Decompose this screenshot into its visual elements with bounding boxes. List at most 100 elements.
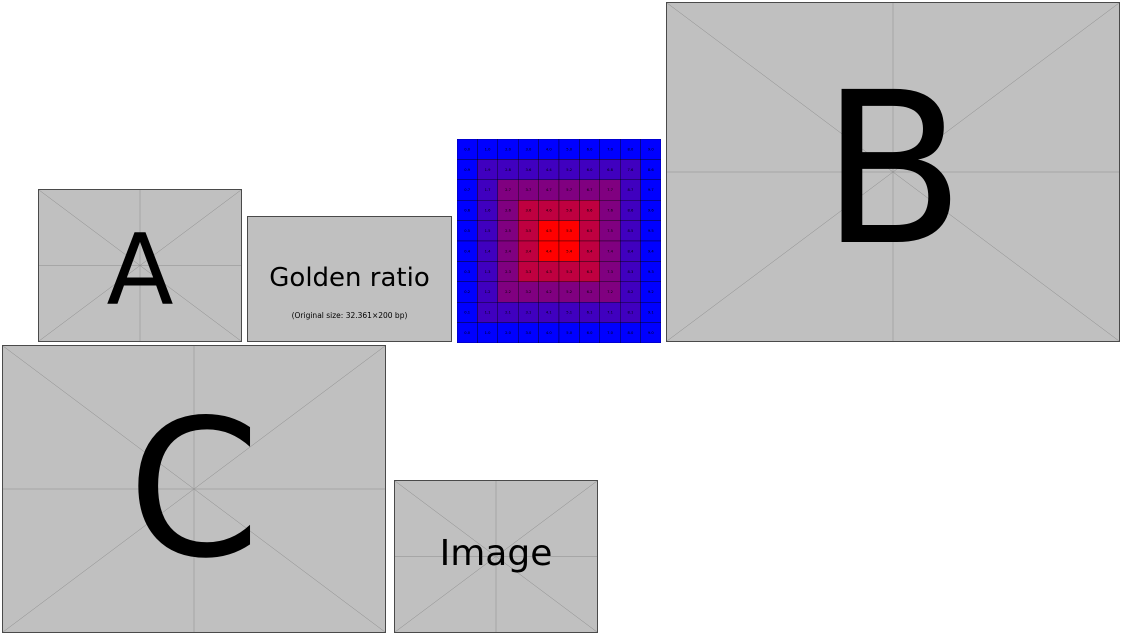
- placeholder-image-c: C: [2, 345, 386, 633]
- heatmap-cell-value: 5.2: [566, 290, 572, 294]
- heatmap-cell-value: 6.0: [587, 168, 593, 172]
- heatmap-cell-value: 4.7: [546, 188, 552, 192]
- placeholder-label: C: [127, 379, 261, 600]
- heatmap-cell-value: 9.7: [648, 188, 654, 192]
- heatmap-cell-value: 0.7: [464, 188, 470, 192]
- heatmap-cell-value: 4.5: [546, 229, 552, 233]
- heatmap-cell-value: 3.6: [525, 209, 531, 213]
- heatmap-cell-value: 9.6: [648, 209, 654, 213]
- placeholder-label: Image: [439, 533, 553, 574]
- heatmap-cell-value: 2.3: [505, 270, 511, 274]
- heatmap-cell-value: 8.6: [648, 168, 654, 172]
- placeholder-cross-lines: [3, 346, 385, 632]
- heatmap-cell-value: 6.6: [587, 209, 593, 213]
- heatmap-cell-value: 6.2: [587, 290, 593, 294]
- placeholder-label: Golden ratio: [269, 263, 430, 293]
- heatmap-cell-value: 5.6: [566, 209, 572, 213]
- heatmap-cell-value: 1.0: [485, 331, 491, 335]
- heatmap-cell-value: 3.7: [525, 188, 531, 192]
- heatmap-cell-value: 3.1: [525, 311, 531, 315]
- heatmap-cell-value: 5.3: [566, 270, 572, 274]
- heatmap-cell-value: 7.0: [607, 331, 613, 335]
- heatmap-cell-value: 5.0: [566, 331, 572, 335]
- heatmap-cell-value: 1.1: [485, 311, 491, 315]
- heatmap-cell-value: 1.7: [485, 188, 491, 192]
- placeholder-label: B: [820, 47, 966, 292]
- heatmap-cell-value: 8.6: [627, 209, 633, 213]
- heatmap-cell-value: 2.8: [505, 168, 511, 172]
- placeholder-cross-lines: [39, 190, 241, 341]
- heatmap-cell-value: 0.6: [464, 209, 470, 213]
- heatmap-cell-value: 8.4: [627, 249, 633, 253]
- heatmap-cell-value: 2.1: [505, 311, 511, 315]
- heatmap-cell-value: 4.0: [546, 147, 552, 151]
- heatmap-cell-value: 2.5: [505, 229, 511, 233]
- heatmap-cell-value: 7.5: [607, 229, 613, 233]
- heatmap-cell-value: 8.5: [627, 229, 633, 233]
- heatmap-cell-value: 6.0: [587, 147, 593, 151]
- heatmap-cell-value: 9.3: [648, 270, 654, 274]
- heatmap-cell-value: 4.4: [546, 249, 552, 253]
- heatmap-cell-value: 3.5: [525, 229, 531, 233]
- heatmap-cell-value: 8.3: [627, 270, 633, 274]
- heatmap-cell-value: 0.1: [464, 311, 470, 315]
- heatmap-cell-value: 1.0: [485, 147, 491, 151]
- heatmap-cell-value: 3.6: [525, 168, 531, 172]
- heatmap-cell-value: 3.4: [525, 249, 531, 253]
- heatmap-cell-value: 6.5: [587, 229, 593, 233]
- heatmap-cell-value: 0.2: [464, 290, 470, 294]
- heatmap-cell-value: 0.0: [464, 331, 470, 335]
- placeholder-cross-lines: [395, 481, 597, 632]
- heatmap-image: 0.0 1.0 2.0 3.0 4.0 5.0 6.0 7.0 8.0 9.0 0.9 1.9 2.8 3…: [457, 139, 661, 343]
- heatmap-cell-value: 5.2: [566, 168, 572, 172]
- heatmap-cell-value: 3.3: [525, 270, 531, 274]
- heatmap-cell-value: 1.6: [485, 209, 491, 213]
- heatmap-cell-value: 5.0: [566, 147, 572, 151]
- heatmap-cell-value: 7.7: [607, 188, 613, 192]
- heatmap-cell-value: 0.9: [464, 168, 470, 172]
- placeholder-image-b: B: [666, 2, 1120, 342]
- heatmap-cell-value: 9.5: [648, 229, 654, 233]
- heatmap-cell-value: 2.0: [505, 147, 511, 151]
- heatmap-cell-value: 7.6: [607, 209, 613, 213]
- heatmap-cell-value: 5.1: [566, 311, 572, 315]
- placeholder-label: A: [106, 214, 174, 328]
- heatmap-cell-value: 2.4: [505, 249, 511, 253]
- heatmap-cell-value: 5.4: [566, 249, 572, 253]
- heatmap-cell-value: 4.0: [546, 331, 552, 335]
- heatmap-cell-value: 5.7: [566, 188, 572, 192]
- heatmap-cell-value: 7.3: [607, 270, 613, 274]
- placeholder-image-a: A: [38, 189, 242, 342]
- heatmap-cell-value: 4.2: [546, 290, 552, 294]
- heatmap-cell-value: 7.4: [607, 249, 613, 253]
- heatmap-cell-value: 1.5: [485, 229, 491, 233]
- heatmap-cell-value: 1.4: [485, 249, 491, 253]
- heatmap-cell: [640, 322, 661, 343]
- heatmap-cell-value: 3.2: [525, 290, 531, 294]
- placeholder-caption: (Original size: 32.361×200 bp): [291, 311, 408, 320]
- heatmap-cell-value: 4.1: [546, 311, 552, 315]
- heatmap-cell-value: 7.1: [607, 311, 613, 315]
- heatmap-cell-value: 6.0: [587, 331, 593, 335]
- heatmap-cell-value: 6.1: [587, 311, 593, 315]
- heatmap-cell-value: 0.5: [464, 229, 470, 233]
- heatmap-cell-value: 9.1: [648, 311, 654, 315]
- heatmap-cell-value: 6.4: [587, 249, 593, 253]
- heatmap-cell-value: 7.6: [627, 168, 633, 172]
- placeholder-image-golden-ratio: Golden ratio (Original size: 32.361×200 …: [247, 216, 452, 342]
- heatmap-cell-value: 4.3: [546, 270, 552, 274]
- heatmap-cell-value: 2.2: [505, 290, 511, 294]
- heatmap-cell-value: 7.2: [607, 290, 613, 294]
- heatmap-cell-value: 6.8: [607, 168, 613, 172]
- placeholder-image-image: Image: [394, 480, 598, 633]
- heatmap-cell-value: 0.0: [464, 147, 470, 151]
- heatmap-cell-value: 8.1: [627, 311, 633, 315]
- heatmap-cell-value: 7.0: [607, 147, 613, 151]
- heatmap-cell-value: 9.4: [648, 249, 654, 253]
- heatmap-cell-value: 3.0: [525, 331, 531, 335]
- placeholder-cross-lines: [667, 3, 1119, 341]
- heatmap-cell-value: 1.2: [485, 290, 491, 294]
- heatmap-cell-value: 9.2: [648, 290, 654, 294]
- heatmap-cell-value: 8.0: [627, 331, 633, 335]
- heatmap-cell-value: 5.5: [566, 229, 572, 233]
